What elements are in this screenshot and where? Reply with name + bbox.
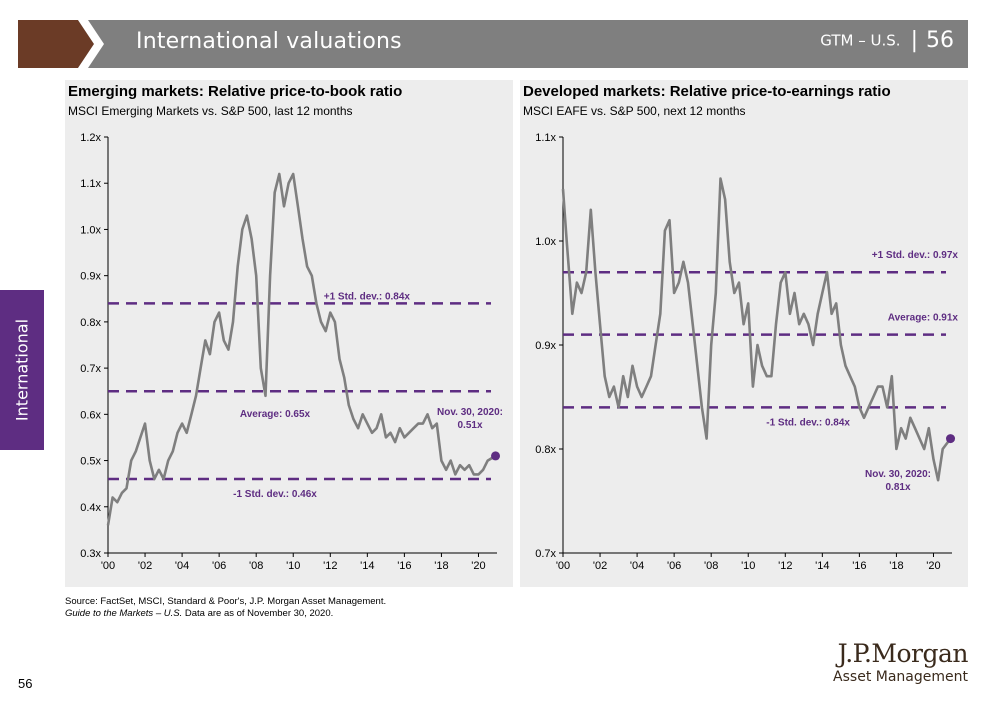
endpoint-label-date: Nov. 30, 2020: <box>865 469 931 480</box>
x-tick-label: '04 <box>630 560 644 572</box>
jpmorgan-logo: J.P.Morgan Asset Management <box>826 640 968 686</box>
y-tick-label: 1.0x <box>80 224 101 236</box>
x-tick-label: '08 <box>249 560 263 572</box>
y-tick-label: 0.9x <box>535 340 556 352</box>
series-line <box>561 177 952 482</box>
x-tick-label: '14 <box>360 560 374 572</box>
guide-name: Guide to the Markets – U.S. <box>65 608 183 619</box>
y-tick-label: 0.7x <box>535 548 556 560</box>
y-tick-label: 1.0x <box>535 236 556 248</box>
header-band: International valuations GTM – U.S. | 56 <box>18 20 968 68</box>
x-tick-label: '18 <box>434 560 448 572</box>
y-tick-label: 0.8x <box>535 444 556 456</box>
y-tick-label: 0.6x <box>80 409 101 421</box>
y-tick-label: 1.1x <box>80 178 101 190</box>
endpoint-marker <box>946 434 956 444</box>
y-tick-label: 0.4x <box>80 502 101 514</box>
x-tick-label: '20 <box>471 560 485 572</box>
emerging-markets-panel: Emerging markets: Relative price-to-book… <box>65 80 513 587</box>
section-tab[interactable]: International <box>0 290 44 450</box>
logo-subtitle: Asset Management <box>833 669 968 685</box>
endpoint-label-date: Nov. 30, 2020: <box>437 407 503 418</box>
x-tick-label: '16 <box>852 560 866 572</box>
data-as-of: Data are as of November 30, 2020. <box>182 608 334 619</box>
reference-label: -1 Std. dev.: 0.84x <box>766 417 850 428</box>
reference-label: -1 Std. dev.: 0.46x <box>233 489 317 500</box>
endpoint-label-value: 0.81x <box>885 482 910 493</box>
developed-markets-panel: Developed markets: Relative price-to-ear… <box>520 80 968 587</box>
x-tick-label: '10 <box>741 560 755 572</box>
endpoint-marker <box>491 451 501 461</box>
y-tick-label: 1.2x <box>80 132 101 144</box>
header-right: GTM – U.S. | 56 <box>820 28 954 53</box>
x-tick-label: '00 <box>556 560 570 572</box>
reference-label: Average: 0.65x <box>240 409 311 420</box>
y-tick-label: 0.8x <box>80 317 101 329</box>
header-chevron-graphic <box>18 20 968 68</box>
reference-label: +1 Std. dev.: 0.84x <box>324 291 411 302</box>
y-tick-label: 1.1x <box>535 132 556 144</box>
emerging-markets-chart: 0.3x 0.4x 0.5x 0.6x 0.7x 0.8x 0.9x 1.0x 1.1x 1.2x… <box>80 132 503 572</box>
x-tick-label: '16 <box>397 560 411 572</box>
chart-title: Developed markets: Relative price-to-ear… <box>523 83 891 100</box>
reference-label: Average: 0.91x <box>888 313 959 324</box>
source-date-line: Guide to the Markets – U.S. Data are as … <box>65 608 386 620</box>
x-tick-label: '06 <box>212 560 226 572</box>
x-tick-label: '12 <box>323 560 337 572</box>
x-tick-label: '02 <box>593 560 607 572</box>
chevron-light <box>78 20 104 68</box>
x-tick-label: '20 <box>926 560 940 572</box>
series-line <box>106 172 497 526</box>
x-tick-label: '08 <box>704 560 718 572</box>
chevron-dark <box>18 20 94 68</box>
page-number: 56 <box>18 676 33 691</box>
x-tick-label: '02 <box>138 560 152 572</box>
header-separator: | <box>910 28 918 53</box>
source-line: Source: FactSet, MSCI, Standard & Poor's… <box>65 596 387 607</box>
chart-subtitle: MSCI EAFE vs. S&P 500, next 12 months <box>523 104 746 118</box>
chart-title: Emerging markets: Relative price-to-book… <box>68 83 403 100</box>
x-tick-label: '14 <box>815 560 829 572</box>
endpoint-label-value: 0.51x <box>457 420 482 431</box>
x-tick-label: '06 <box>667 560 681 572</box>
x-tick-label: '10 <box>286 560 300 572</box>
chart-subtitle: MSCI Emerging Markets vs. S&P 500, last … <box>68 104 353 118</box>
x-tick-label: '12 <box>778 560 792 572</box>
x-tick-label: '00 <box>101 560 115 572</box>
y-tick-label: 0.5x <box>80 456 101 468</box>
header-page-number: 56 <box>926 28 954 53</box>
developed-markets-chart: 0.7x 0.8x 0.9x 1.0x 1.1x '00 '02 '04 '06 '08 '10 '1… <box>535 132 959 572</box>
section-tab-label: International <box>12 318 32 422</box>
y-tick-label: 0.7x <box>80 363 101 375</box>
logo-name: J.P.Morgan <box>837 639 969 668</box>
y-tick-label: 0.9x <box>80 271 101 283</box>
guide-tag: GTM – U.S. <box>820 31 901 50</box>
y-tick-label: 0.3x <box>80 548 101 560</box>
reference-label: +1 Std. dev.: 0.97x <box>872 250 959 261</box>
x-tick-label: '18 <box>889 560 903 572</box>
source-note: Source: FactSet, MSCI, Standard & Poor's… <box>65 596 386 620</box>
page-title: International valuations <box>136 29 402 54</box>
x-tick-label: '04 <box>175 560 189 572</box>
